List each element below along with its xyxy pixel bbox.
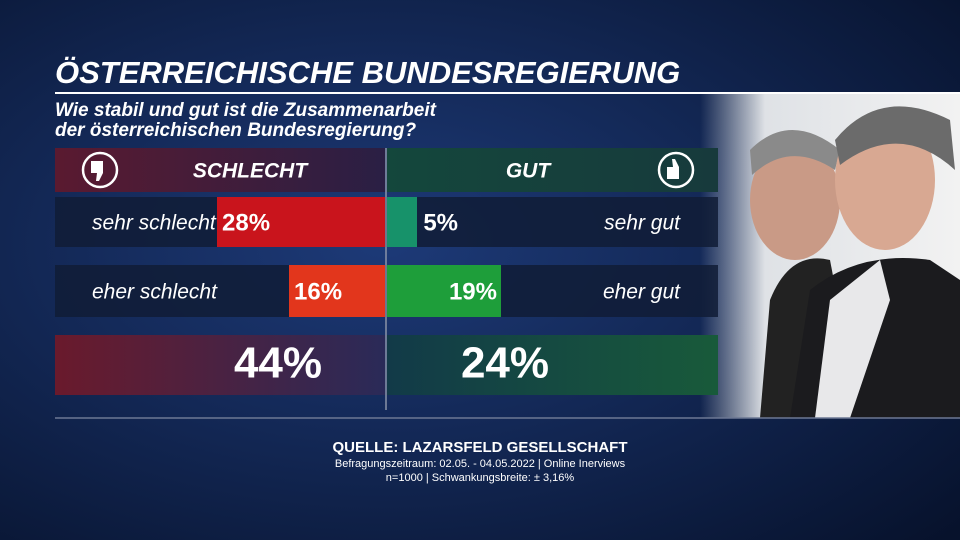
column-header: GUT bbox=[506, 160, 553, 183]
source-text: n=1000 | Schwankungsbreite: ± 3,16% bbox=[386, 472, 575, 484]
title: ÖSTERREICHISCHE BUNDESREGIERUNG bbox=[55, 55, 680, 90]
column-header: SCHLECHT bbox=[193, 160, 310, 183]
photo bbox=[700, 92, 960, 418]
total-label: 44% bbox=[234, 339, 322, 388]
total-panel bbox=[55, 335, 385, 395]
bar bbox=[387, 197, 417, 247]
category-label: eher schlecht bbox=[92, 281, 218, 304]
category-label: sehr gut bbox=[604, 212, 681, 235]
bar bbox=[387, 265, 501, 317]
thumbs-up-icon bbox=[657, 151, 695, 189]
value-label: 19% bbox=[449, 278, 497, 305]
value-label: 16% bbox=[294, 278, 342, 305]
subtitle: der österreichischen Bundesregierung? bbox=[55, 120, 416, 141]
total-panel bbox=[387, 335, 718, 395]
value-label: 5% bbox=[423, 209, 458, 236]
source-text: Befragungszeitraum: 02.05. - 04.05.2022 … bbox=[335, 458, 626, 470]
value-label: 28% bbox=[222, 209, 270, 236]
total-label: 24% bbox=[461, 339, 549, 388]
bar bbox=[289, 265, 385, 317]
header-panel bbox=[387, 148, 718, 192]
bar bbox=[217, 197, 385, 247]
thumbs-down-icon bbox=[81, 151, 119, 189]
category-label: sehr schlecht bbox=[92, 212, 217, 235]
subtitle: Wie stabil und gut ist die Zusammenarbei… bbox=[55, 100, 437, 121]
source-title: QUELLE: LAZARSFELD GESELLSCHAFT bbox=[333, 439, 628, 456]
category-label: eher gut bbox=[603, 281, 681, 304]
